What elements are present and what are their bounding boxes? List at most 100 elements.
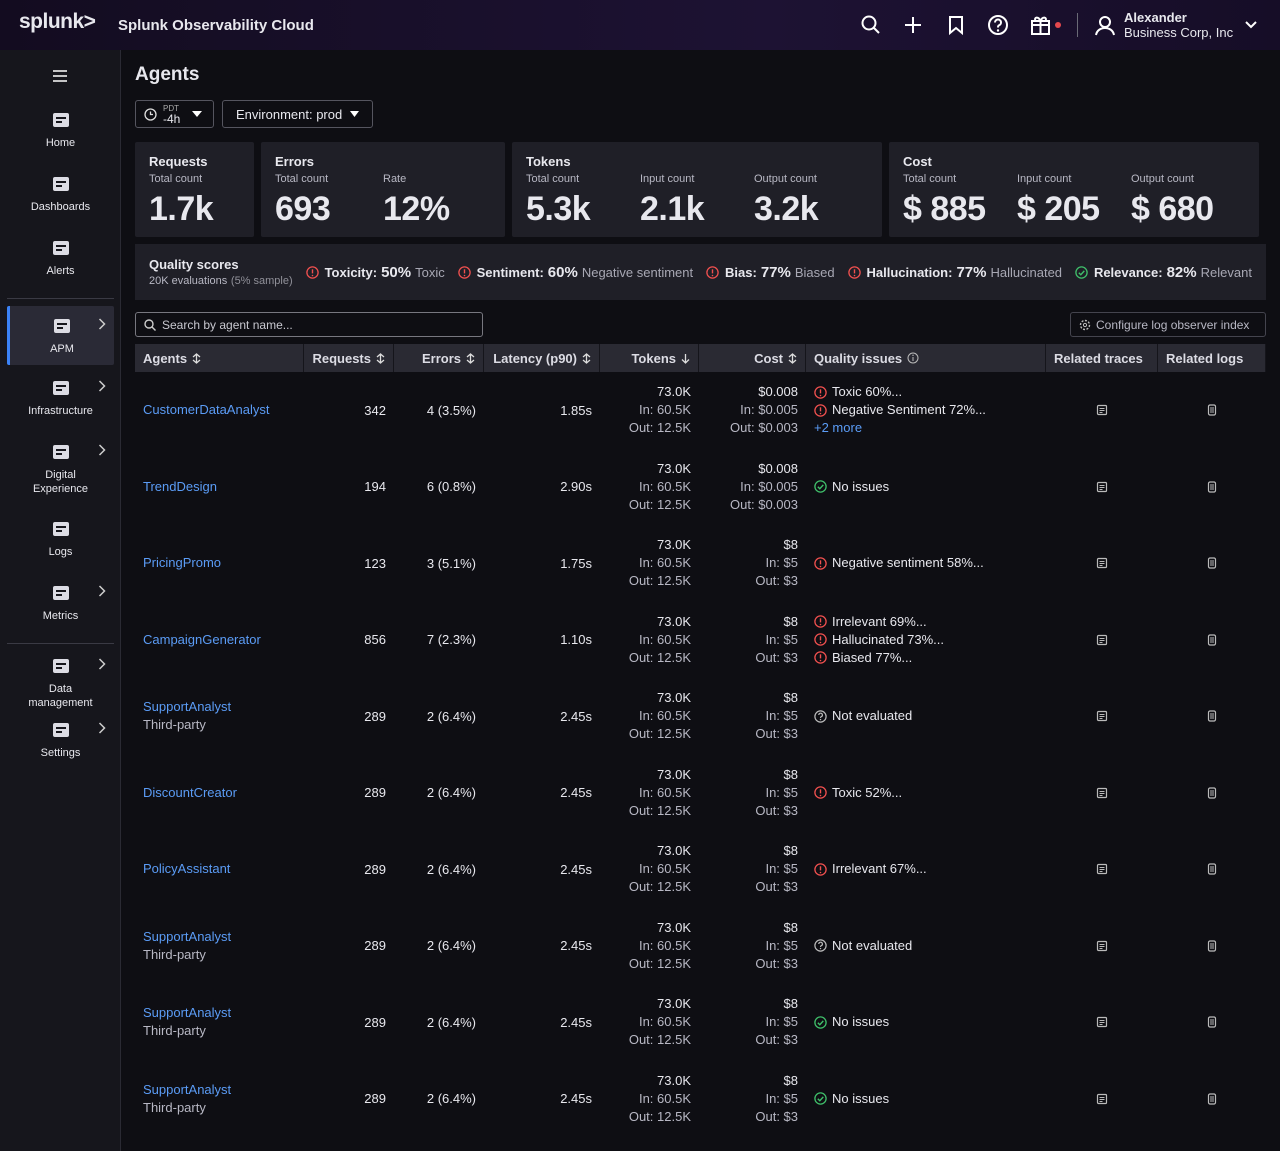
logs-link[interactable] — [1206, 787, 1218, 799]
column-header[interactable]: Agents — [135, 344, 304, 372]
agent-name[interactable]: CampaignGenerator — [143, 631, 261, 647]
logs-link[interactable] — [1206, 1016, 1218, 1028]
expand-chevron[interactable] — [98, 722, 106, 737]
cell — [1046, 449, 1158, 526]
agent-name[interactable]: SupportAnalyst — [143, 928, 232, 944]
agent-name[interactable]: SupportAnalyst — [143, 1005, 232, 1021]
chevron[interactable] — [1245, 20, 1257, 30]
expand-chevron[interactable] — [98, 318, 106, 333]
logs-link[interactable] — [1206, 481, 1218, 493]
column-header[interactable]: Tokens — [600, 344, 699, 372]
traces-link[interactable] — [1096, 634, 1108, 646]
user-menu[interactable]: Alexander Business Corp, Inc — [1124, 10, 1233, 40]
sort-icon[interactable] — [192, 352, 201, 364]
logs-link[interactable] — [1206, 1093, 1218, 1105]
logs-link[interactable] — [1206, 940, 1218, 952]
requests: 342 — [364, 402, 386, 418]
traces-link[interactable] — [1096, 1093, 1108, 1105]
cell: 3 (5.1%) — [394, 525, 484, 602]
environment-filter[interactable]: Environment: prod — [222, 100, 374, 128]
expand-chevron[interactable] — [98, 585, 106, 600]
nav-item[interactable]: Infrastructure — [7, 376, 114, 418]
search-icon[interactable] — [860, 14, 882, 36]
nav-item[interactable]: Digital Experience — [7, 440, 114, 496]
column-header[interactable]: Latency (p90) — [484, 344, 600, 372]
nav-item[interactable]: Data management — [7, 654, 114, 710]
nav-item[interactable]: Metrics — [7, 581, 114, 623]
bookmark-icon[interactable] — [945, 14, 967, 36]
configure-button[interactable]: Configure log observer index — [1070, 312, 1266, 337]
traces-link[interactable] — [1096, 940, 1108, 952]
logo[interactable]: splunk> — [19, 10, 96, 33]
cost-value: In: $5 — [765, 555, 798, 571]
logs-link[interactable] — [1206, 634, 1218, 646]
agent-name[interactable]: PolicyAssistant — [143, 861, 231, 877]
tokens-value: 73.0K — [657, 537, 691, 553]
cost-value: $8 — [783, 919, 798, 935]
quality-issue: Hallucinated 73%... — [814, 631, 944, 649]
agent-name[interactable]: SupportAnalyst — [143, 699, 232, 715]
user-icon[interactable] — [1093, 14, 1117, 38]
nav-item[interactable]: Dashboards — [7, 172, 114, 214]
agent-name[interactable]: PricingPromo — [143, 555, 222, 571]
more-link[interactable]: +2 more — [814, 420, 863, 436]
sort-icon[interactable] — [466, 352, 475, 364]
sort-icon[interactable] — [376, 352, 385, 364]
quality-issue: Not evaluated — [814, 707, 912, 725]
agent-name[interactable]: SupportAnalyst — [143, 1081, 232, 1097]
search-box[interactable]: Search by agent name... — [135, 312, 483, 337]
logs-link[interactable] — [1206, 404, 1218, 416]
time-picker[interactable]: PDT -4h — [135, 100, 214, 128]
tokens-value: Out: 12.5K — [628, 1032, 691, 1048]
errors: 2 (6.4%) — [426, 1091, 476, 1107]
cell: CampaignGenerator — [135, 602, 304, 679]
latency: 2.90s — [560, 479, 592, 495]
traces-link[interactable] — [1096, 404, 1108, 416]
agent-name[interactable]: CustomerDataAnalyst — [143, 402, 270, 418]
gift-icon[interactable] — [1030, 14, 1064, 36]
sort-icon[interactable] — [582, 352, 591, 364]
traces-link[interactable] — [1096, 1016, 1108, 1028]
traces-link[interactable] — [1096, 710, 1108, 722]
cell — [1046, 602, 1158, 679]
expand-chevron[interactable] — [98, 444, 106, 459]
expand-chevron[interactable] — [98, 658, 106, 673]
requests: 194 — [364, 479, 386, 495]
nav-item[interactable]: Alerts — [7, 236, 114, 278]
nav-item[interactable]: Settings — [7, 718, 114, 760]
sort-icon[interactable] — [788, 352, 797, 364]
status-icon — [814, 386, 827, 399]
tokens-value: Out: 12.5K — [628, 496, 691, 512]
cell — [1158, 449, 1266, 526]
nav-icon — [7, 656, 114, 678]
help-icon[interactable] — [987, 14, 1009, 36]
traces-link[interactable] — [1096, 557, 1108, 569]
metric-label: Input count — [640, 173, 695, 185]
add-icon[interactable] — [902, 14, 924, 36]
logs-link[interactable] — [1206, 557, 1218, 569]
nav-label: Settings — [40, 747, 81, 759]
nav-item[interactable]: Logs — [7, 517, 114, 559]
traces-link[interactable] — [1096, 863, 1108, 875]
logs-link[interactable] — [1206, 710, 1218, 722]
column-header[interactable]: Requests — [304, 344, 394, 372]
menu-icon[interactable] — [53, 70, 67, 82]
logs-link[interactable] — [1206, 863, 1218, 875]
time-range: -4h — [163, 112, 181, 126]
nav-item[interactable]: APM — [7, 306, 114, 365]
column-header[interactable]: Cost — [699, 344, 806, 372]
latency: 2.45s — [560, 1014, 592, 1030]
agent-name[interactable]: DiscountCreator — [143, 784, 237, 800]
agent-type: Third-party — [143, 717, 206, 733]
cell: 73.0K In: 60.5K Out: 12.5K — [600, 372, 699, 449]
traces-link[interactable] — [1096, 481, 1108, 493]
expand-chevron[interactable] — [98, 380, 106, 395]
card-columns: Total count 693 Rate 12% — [275, 169, 491, 229]
agent-name[interactable]: TrendDesign — [143, 478, 217, 494]
sort-icon[interactable] — [681, 353, 690, 364]
nav-item[interactable]: Home — [7, 108, 114, 150]
column-header[interactable]: Errors — [394, 344, 484, 372]
traces-link[interactable] — [1096, 787, 1108, 799]
cell: PolicyAssistant — [135, 831, 304, 908]
